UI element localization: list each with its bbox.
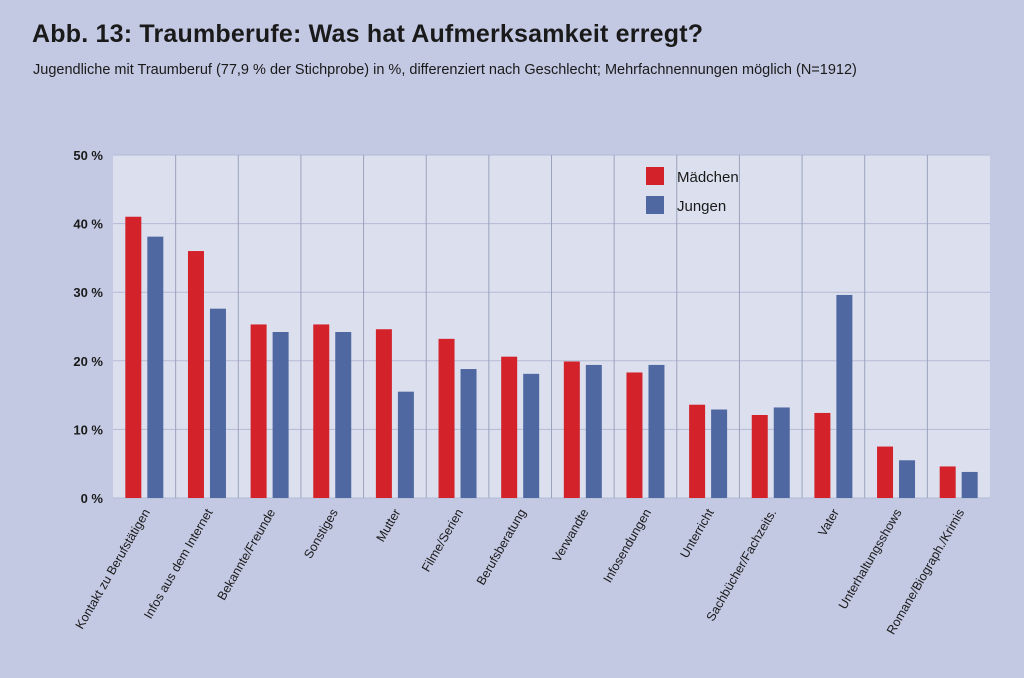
bar-maedchen bbox=[125, 216, 142, 499]
x-category-label: Infos aus dem Internet bbox=[141, 506, 216, 621]
y-axis-ticks: 0 % 10 % 20 % 30 % 40 % 50 % bbox=[73, 148, 103, 506]
bar-jungen bbox=[335, 331, 352, 498]
legend-label: Mädchen bbox=[677, 169, 739, 186]
x-category-label: Unterricht bbox=[677, 506, 716, 560]
category-separators bbox=[175, 155, 928, 498]
bar-maedchen bbox=[375, 329, 392, 498]
bar-jungen bbox=[711, 409, 728, 498]
x-category-label: Mutter bbox=[374, 507, 404, 545]
bar-jungen bbox=[209, 308, 226, 498]
x-category-label: Sachbücher/Fachzeits. bbox=[704, 507, 780, 624]
bar-maedchen bbox=[877, 446, 894, 498]
y-tick-label: 20 % bbox=[73, 354, 103, 369]
bar-jungen bbox=[899, 460, 916, 498]
bar-maedchen bbox=[563, 361, 580, 498]
bar-jungen bbox=[460, 369, 477, 498]
bar-maedchen bbox=[814, 412, 831, 498]
y-tick-label: 40 % bbox=[73, 217, 103, 232]
y-tick-label: 50 % bbox=[73, 148, 103, 163]
x-category-label: Kontakt zu Berufstätigen bbox=[73, 506, 153, 631]
x-category-label: Unterhaltungsshows bbox=[836, 507, 905, 612]
bar-maedchen bbox=[250, 324, 267, 498]
legend-swatch bbox=[646, 167, 664, 185]
bar-jungen bbox=[836, 294, 853, 498]
chart-subtitle: Jugendliche mit Traumberuf (77,9 % der S… bbox=[33, 62, 857, 78]
bar-maedchen bbox=[187, 251, 204, 498]
bar-jungen bbox=[773, 407, 790, 498]
bar-maedchen bbox=[501, 356, 518, 498]
y-tick-label: 0 % bbox=[81, 491, 104, 506]
x-category-label: Sonstiges bbox=[301, 507, 341, 562]
chart-title: Abb. 13: Traumberufe: Was hat Aufmerksam… bbox=[32, 20, 704, 48]
legend: Mädchen Jungen bbox=[646, 167, 739, 215]
y-tick-label: 30 % bbox=[73, 285, 103, 300]
bar-maedchen bbox=[626, 372, 643, 498]
x-category-label: Filme/Serien bbox=[419, 506, 466, 574]
bar-jungen bbox=[147, 236, 164, 498]
bars bbox=[125, 216, 978, 499]
bar-jungen bbox=[961, 471, 978, 498]
bar-jungen bbox=[397, 391, 414, 498]
bar-maedchen bbox=[939, 466, 956, 498]
bar-jungen bbox=[585, 364, 602, 498]
x-category-label: Bekannte/Freunde bbox=[215, 506, 279, 602]
bar-jungen bbox=[523, 373, 540, 498]
bar-maedchen bbox=[438, 338, 455, 498]
bar-maedchen bbox=[689, 404, 706, 498]
bar-maedchen bbox=[313, 324, 330, 498]
bar-maedchen bbox=[751, 414, 768, 498]
x-category-label: Infosendungen bbox=[601, 506, 655, 585]
legend-label: Jungen bbox=[677, 198, 726, 215]
x-category-label: Verwandte bbox=[550, 506, 592, 564]
legend-swatch bbox=[646, 196, 664, 214]
bar-jungen bbox=[272, 331, 289, 498]
y-tick-label: 10 % bbox=[73, 422, 103, 437]
bar-jungen bbox=[648, 364, 665, 498]
x-category-label: Vater bbox=[815, 507, 842, 539]
x-category-label: Berufsberatung bbox=[474, 506, 529, 587]
